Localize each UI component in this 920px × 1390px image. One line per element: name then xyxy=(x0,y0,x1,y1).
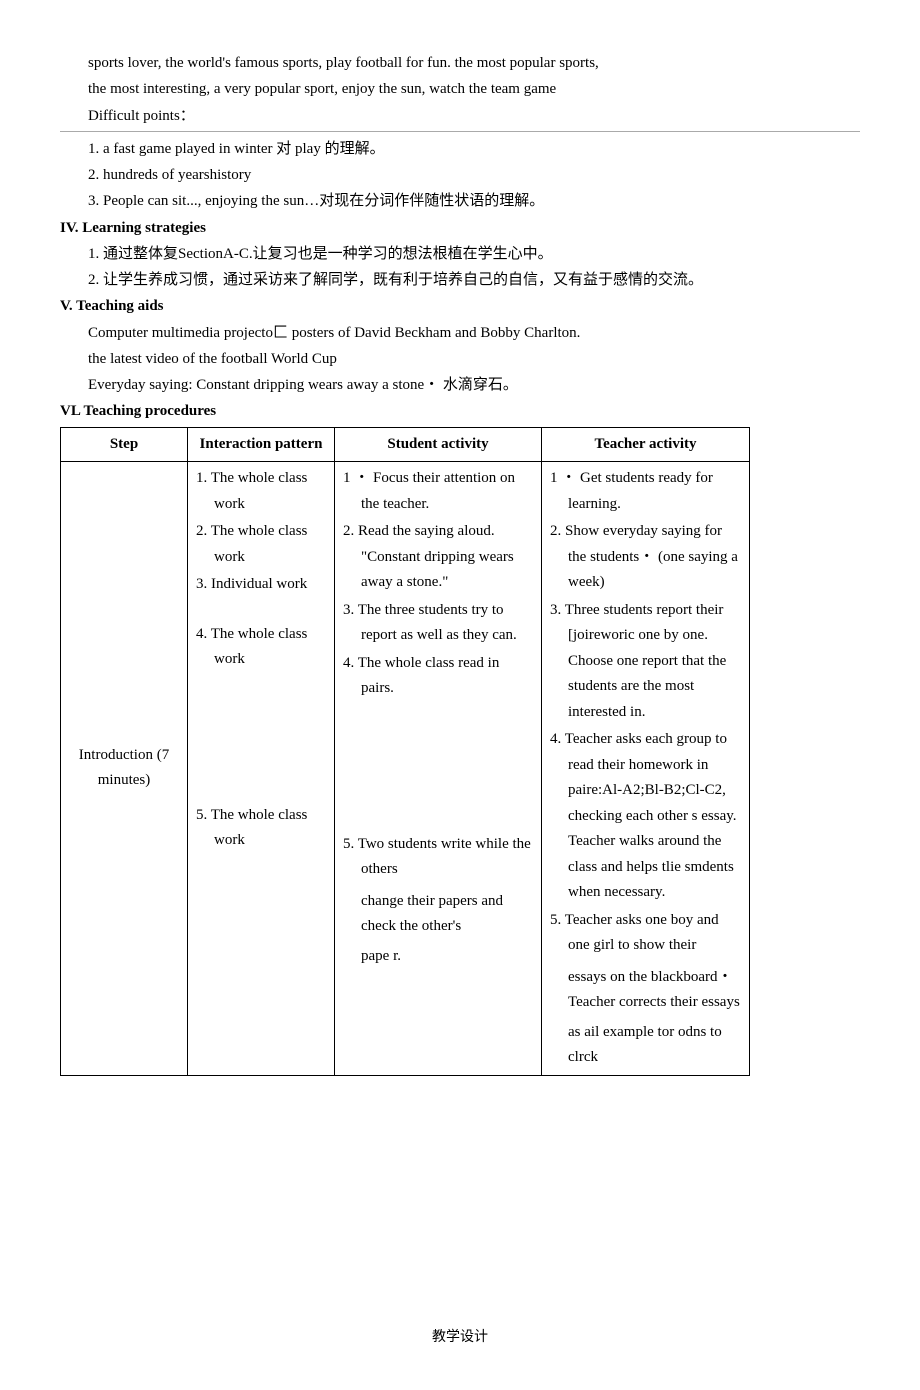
header-student: Student activity xyxy=(335,427,542,462)
interaction-item-1: 1. The whole class work xyxy=(196,466,326,517)
teaching-aids-heading: V. Teaching aids xyxy=(60,293,860,319)
difficult-point-2: 2. hundreds of yearshistory xyxy=(60,162,860,188)
teacher-item-5b: essays on the blackboard・Teacher correct… xyxy=(550,965,741,1016)
cell-step: Introduction (7 minutes) xyxy=(61,462,188,1076)
intro-line-1: sports lover, the world's famous sports,… xyxy=(60,50,860,76)
teacher-item-5a: 5. Teacher asks one boy and one girl to … xyxy=(550,908,741,959)
teaching-procedures-heading: VL Teaching procedures xyxy=(60,398,860,424)
teaching-aids-line-2: the latest video of the football World C… xyxy=(60,346,860,372)
header-interaction: Interaction pattern xyxy=(188,427,335,462)
teacher-item-4: 4. Teacher asks each group to read their… xyxy=(550,727,741,906)
student-item-5b: change their papers and check the other'… xyxy=(343,889,533,940)
table-header-row: Step Interaction pattern Student activit… xyxy=(61,427,750,462)
procedures-table: Step Interaction pattern Student activit… xyxy=(60,427,750,1076)
teaching-aids-line-1: Computer multimedia projecto匚 posters of… xyxy=(60,320,860,346)
student-item-5a: 5. Two students write while the others xyxy=(343,832,533,883)
student-item-3: 3. The three students try to report as w… xyxy=(343,598,533,649)
divider xyxy=(60,131,860,132)
intro-line-3: Difficult points： xyxy=(60,103,860,129)
teacher-item-2: 2. Show everyday saying for the students… xyxy=(550,519,741,596)
student-item-2: 2. Read the saying aloud. "Constant drip… xyxy=(343,519,533,596)
cell-interaction: 1. The whole class work 2. The whole cla… xyxy=(188,462,335,1076)
interaction-item-3: 3. Individual work xyxy=(196,572,326,598)
student-item-4: 4. The whole class read in pairs. xyxy=(343,651,533,702)
teacher-item-3: 3. Three students report their [joirewor… xyxy=(550,598,741,726)
difficult-point-3: 3. People can sit..., enjoying the sun…对… xyxy=(60,188,860,214)
learning-strategies-heading: IV. Learning strategies xyxy=(60,215,860,241)
difficult-point-1: 1. a fast game played in winter 对 play 的… xyxy=(60,136,860,162)
learning-strategies-item-1: 1. 通过整体复SectionA-C.让复习也是一种学习的想法根植在学生心中。 xyxy=(60,241,860,267)
interaction-item-5: 5. The whole class work xyxy=(196,803,326,854)
interaction-item-2: 2. The whole class work xyxy=(196,519,326,570)
footer-text: 教学设计 xyxy=(60,1326,860,1351)
teacher-item-5c: as ail example tor odns to clrck xyxy=(550,1020,741,1071)
cell-teacher: 1 ・ Get students ready for learning. 2. … xyxy=(542,462,750,1076)
student-item-1: 1 ・ Focus their attention on the teacher… xyxy=(343,466,533,517)
table-row: Introduction (7 minutes) 1. The whole cl… xyxy=(61,462,750,1076)
interaction-item-4: 4. The whole class work xyxy=(196,622,326,673)
teaching-aids-line-3: Everyday saying: Constant dripping wears… xyxy=(60,372,860,398)
header-teacher: Teacher activity xyxy=(542,427,750,462)
learning-strategies-item-2: 2. 让学生养成习惯，通过采访来了解同学，既有利于培养自己的自信，又有益于感情的… xyxy=(60,267,860,293)
student-item-5c: pape r. xyxy=(343,944,533,970)
teacher-item-1: 1 ・ Get students ready for learning. xyxy=(550,466,741,517)
header-step: Step xyxy=(61,427,188,462)
cell-student: 1 ・ Focus their attention on the teacher… xyxy=(335,462,542,1076)
intro-line-2: the most interesting, a very popular spo… xyxy=(60,76,860,102)
